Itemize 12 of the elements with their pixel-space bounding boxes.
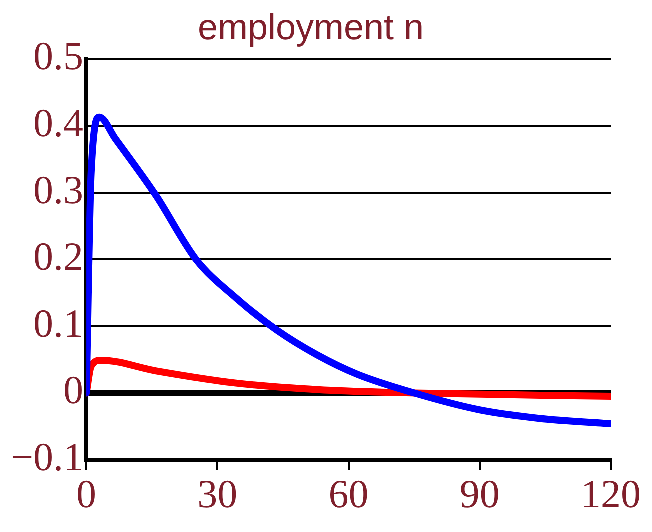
x-tick-label: 120 [581,472,641,516]
y-tick-label: 0.5 [34,34,84,79]
x-tick-label: 60 [328,472,369,516]
y-tick-label: −0.1 [10,434,84,480]
y-tick-label: 0.4 [34,100,84,146]
y-tick-label: 0.1 [34,300,84,346]
chart-title: employment n [198,6,424,48]
y-tick-label: 0.3 [34,167,84,212]
y-tick-label: 0 [64,368,84,413]
x-tick-label: 90 [460,472,500,516]
x-tick-label: 30 [198,472,238,516]
y-tick-label: 0.2 [34,234,84,280]
